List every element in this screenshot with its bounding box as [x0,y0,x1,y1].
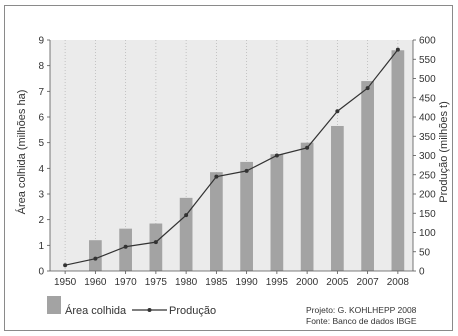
y2-tick-label: 200 [419,190,436,201]
y-axis-title: Área colhida (milhões ha) [15,90,28,215]
bar-1990 [240,161,253,271]
point-1985 [214,174,219,179]
bar-2007 [361,81,374,271]
y2-axis-title: Produção (milhões t) [438,101,450,203]
x-tick-label: 1995 [266,277,289,288]
x-tick-label: 1980 [175,277,198,288]
point-1990 [244,168,249,173]
y-tick-label: 7 [38,87,44,98]
legend-bar-label: Área colhida [65,304,127,317]
y2-tick-label: 350 [419,132,436,143]
y2-tick-label: 550 [419,55,436,66]
y2-tick-label: 150 [419,209,436,220]
y-tick-label: 0 [38,267,44,278]
y-tick-label: 5 [38,138,44,149]
y-tick-label: 2 [38,215,44,226]
line-series [63,47,400,268]
legend-bar-swatch [47,296,61,314]
y2-tick-label: 450 [419,93,436,104]
bar-1975 [149,223,163,271]
point-2005 [335,109,340,114]
y2-tick-label: 600 [419,36,436,47]
y2-tick-label: 250 [419,170,436,181]
credit-source: Fonte: Banco de dados IBGE [306,316,417,326]
bar-2005 [331,125,344,271]
x-tick-label: 1950 [54,277,77,288]
point-1960 [93,256,98,261]
y-tick-label: 1 [38,241,44,252]
y2-tick-label: 50 [419,247,431,258]
point-1995 [274,153,279,158]
point-1975 [153,240,158,245]
point-2008 [395,47,400,52]
legend: Área colhida Produção [47,296,216,317]
right-axis-ticks: 0 50 100 150 200 250 300 350 400 450 500 550 600 [413,36,436,278]
bar-1970 [119,228,132,271]
x-axis-ticks: 1950 1960 1970 1975 1980 1985 1990 1995 2000 2005… [54,271,409,288]
bar-2000 [300,142,314,271]
y2-tick-label: 0 [419,267,425,278]
y2-tick-label: 500 [419,74,436,85]
x-tick-label: 2005 [326,277,349,288]
x-tick-label: 1960 [84,277,107,288]
bar-1980 [179,197,193,271]
x-tick-label: 1990 [236,277,259,288]
x-tick-label: 1975 [145,277,168,288]
point-1980 [184,213,189,218]
bar-1960 [89,240,102,271]
point-2000 [305,145,310,150]
point-2007 [365,86,370,91]
credit-project: Projeto: G. KOHLHEPP 2008 [306,305,417,315]
y-tick-label: 4 [38,164,44,175]
x-tick-label: 1985 [205,277,228,288]
y2-tick-label: 400 [419,113,436,124]
x-tick-label: 2007 [357,277,380,288]
production-line [64,49,399,266]
bar-2008 [391,50,405,272]
y-tick-label: 3 [38,190,44,201]
plot-area [50,40,413,271]
y2-tick-label: 100 [419,228,436,239]
y2-tick-label: 300 [419,151,436,162]
left-axis-ticks: 0 1 2 3 4 5 6 7 8 9 [38,36,50,278]
bar-1985 [210,172,223,271]
legend-line-label: Produção [169,305,216,317]
legend-line-marker [147,308,152,312]
x-tick-label: 2000 [296,277,319,288]
y-tick-label: 6 [38,113,44,124]
bar-series [89,50,405,272]
x-tick-label: 1970 [115,277,138,288]
x-tick-label: 2008 [387,277,410,288]
bar-1995 [270,154,284,271]
y-tick-label: 9 [38,36,44,47]
y-tick-label: 8 [38,61,44,72]
point-1970 [123,244,128,249]
point-1950 [63,263,68,268]
